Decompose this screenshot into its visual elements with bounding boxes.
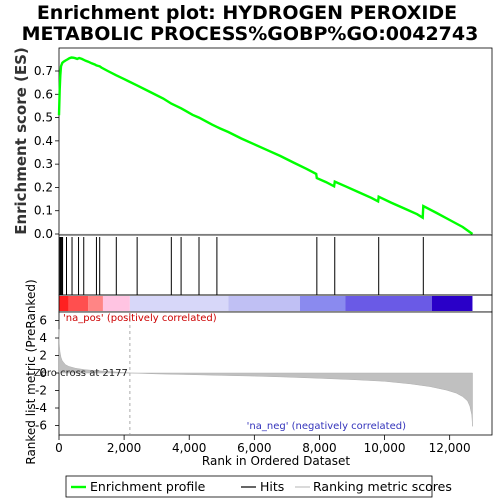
legend-entry-metric: Ranking metric scores <box>313 479 452 494</box>
metric-y-tick-label: 2 <box>39 349 47 363</box>
ranking-metric-area <box>58 329 473 427</box>
es-y-tick-label: 0.1 <box>34 204 53 218</box>
es-y-tick-label: 0.3 <box>34 157 53 171</box>
legend: Enrichment profile Hits Ranking metric s… <box>65 475 452 498</box>
es-y-axis-label: Enrichment score (ES) <box>12 47 30 235</box>
heat-band <box>431 296 473 311</box>
es-y-axis: 0.0 0.1 0.2 0.3 0.4 0.5 0.6 0.7 <box>34 64 59 241</box>
metric-panel: Zero cross at 2177 'na_pos' (positively … <box>24 279 493 465</box>
legend-entry-profile: Enrichment profile <box>90 479 206 494</box>
hits-marks <box>59 237 424 295</box>
metric-y-tick-label: 0 <box>39 366 47 380</box>
heat-band <box>102 296 130 311</box>
heat-bar <box>58 294 493 313</box>
es-y-tick-label: 0.6 <box>34 87 53 101</box>
metric-y-tick-label: -4 <box>35 401 47 415</box>
x-axis: 0 2,000 4,000 6,000 8,000 10,000 12,000 <box>55 435 471 455</box>
x-tick-label: 0 <box>55 441 63 455</box>
legend-entry-hits: Hits <box>260 479 284 494</box>
hits-panel <box>58 234 493 296</box>
x-tick-label: 8,000 <box>302 441 336 455</box>
es-panel-frame <box>58 47 493 236</box>
metric-y-tick-label: -2 <box>35 384 47 398</box>
metric-y-tick-label: 6 <box>39 314 47 328</box>
es-y-tick-label: 0.7 <box>34 64 53 78</box>
es-y-tick-label: 0.5 <box>34 111 53 125</box>
x-tick-label: 12,000 <box>429 441 471 455</box>
chart-title-line2: METABOLIC PROCESS%GOBP%GO:0042743 <box>22 23 479 45</box>
heat-band <box>129 296 229 311</box>
x-axis-label: Rank in Ordered Dataset <box>202 454 350 468</box>
es-y-tick-label: 0.0 <box>34 227 53 241</box>
metric-y-tick-label: 4 <box>39 331 47 345</box>
enrichment-profile-line <box>57 56 474 235</box>
es-y-tick-label: 0.2 <box>34 180 53 194</box>
metric-y-axis-label: Ranked list metric (PreRanked) <box>24 279 38 464</box>
es-y-tick-label: 0.4 <box>34 134 53 148</box>
heat-band <box>59 296 69 311</box>
x-tick-label: 4,000 <box>172 441 206 455</box>
x-tick-label: 6,000 <box>237 441 271 455</box>
x-tick-label: 10,000 <box>364 441 406 455</box>
heat-band <box>68 296 89 311</box>
hits-panel-frame <box>58 234 493 296</box>
heat-band <box>345 296 432 311</box>
heat-bands <box>59 296 473 311</box>
chart-title-line1: Enrichment plot: HYDROGEN PEROXIDE <box>37 2 457 24</box>
negative-correlation-label: 'na_neg' (negatively correlated) <box>247 421 406 432</box>
heat-band <box>88 296 103 311</box>
zero-cross-label: Zero cross at 2177 <box>34 368 128 379</box>
metric-y-axis: -6 -4 -2 0 2 4 6 <box>35 314 59 433</box>
heat-band <box>299 296 346 311</box>
positive-correlation-label: 'na_pos' (positively correlated) <box>63 313 217 324</box>
heat-band <box>228 296 300 311</box>
metric-y-tick-label: -6 <box>35 419 47 433</box>
es-panel: 0.0 0.1 0.2 0.3 0.4 0.5 0.6 0.7 Enrichment scor… <box>12 47 493 241</box>
x-tick-label: 2,000 <box>107 441 141 455</box>
